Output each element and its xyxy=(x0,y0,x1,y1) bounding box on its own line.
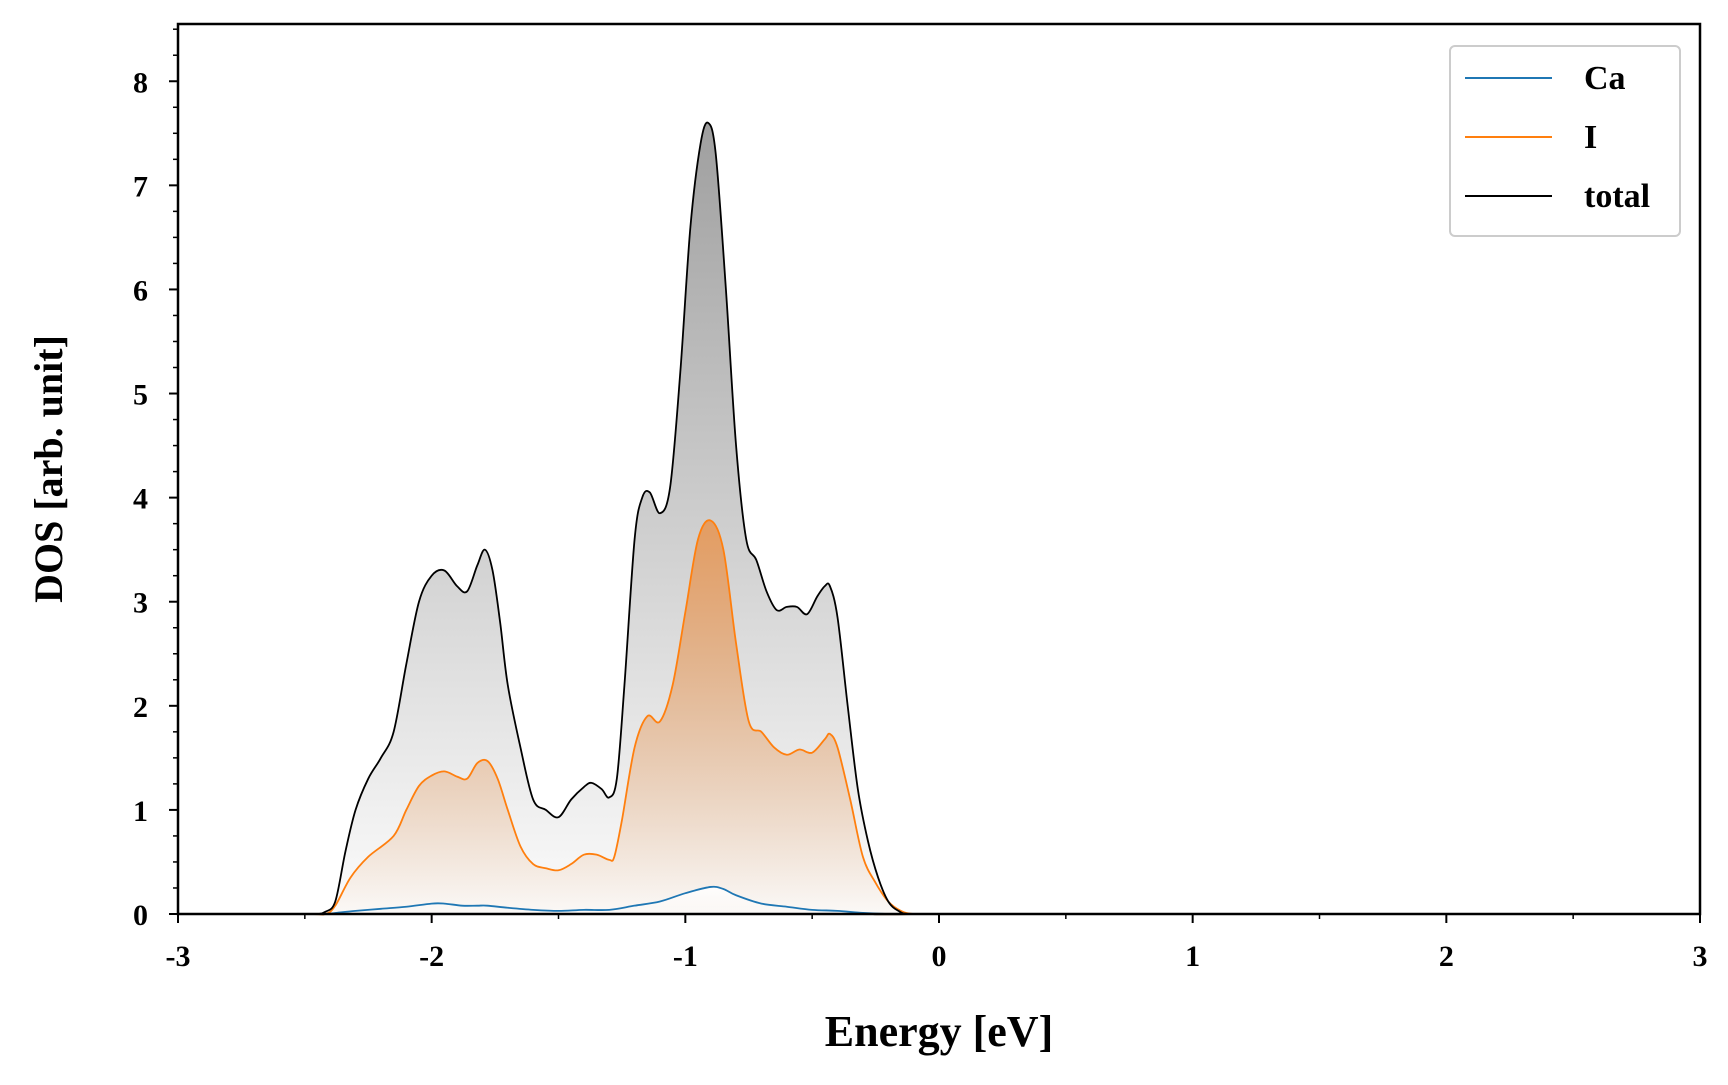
x-tick-label: 0 xyxy=(932,940,947,973)
y-axis-label: DOS [arb. unit] xyxy=(26,335,71,603)
x-tick-label: 2 xyxy=(1439,940,1454,973)
legend-label-total: total xyxy=(1584,178,1650,215)
fills-layer xyxy=(178,122,1700,915)
y-tick-label: 7 xyxy=(133,170,148,203)
series-line-total xyxy=(177,121,1700,916)
y-tick-label: 0 xyxy=(133,899,148,932)
y-tick-label: 8 xyxy=(133,66,148,99)
x-axis: -3 -2 -1 0 1 2 3 xyxy=(166,914,1708,973)
x-tick-label: -2 xyxy=(419,940,444,973)
x-tick-label: -3 xyxy=(166,940,191,973)
legend-label-Ca: Ca xyxy=(1584,60,1626,97)
legend-label-I: I xyxy=(1584,119,1597,156)
x-tick-label: -1 xyxy=(673,940,698,973)
y-tick-label: 5 xyxy=(133,379,148,412)
x-tick-label: 3 xyxy=(1693,940,1708,973)
series-fill-total xyxy=(178,122,1700,915)
y-tick-label: 2 xyxy=(133,691,148,724)
series-line-I xyxy=(177,519,1700,916)
y-tick-label: 3 xyxy=(133,587,148,620)
y-tick-label: 4 xyxy=(133,483,148,516)
y-axis: 0 1 2 3 4 5 6 7 8 xyxy=(133,28,178,932)
y-tick-label: 1 xyxy=(133,795,148,828)
x-tick-label: 1 xyxy=(1185,940,1200,973)
legend-box xyxy=(1449,45,1681,237)
y-tick-label: 6 xyxy=(133,274,148,307)
x-axis-label: Energy [eV] xyxy=(825,1007,1054,1056)
